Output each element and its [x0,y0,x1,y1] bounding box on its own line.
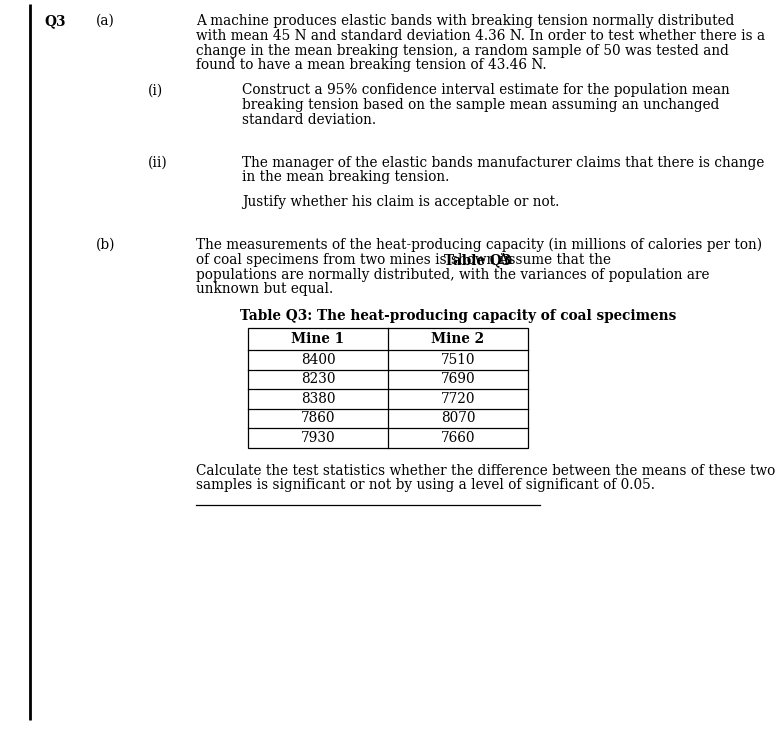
Text: A machine produces elastic bands with breaking tension normally distributed: A machine produces elastic bands with br… [196,14,735,28]
Text: The measurements of the heat-producing capacity (in millions of calories per ton: The measurements of the heat-producing c… [196,238,762,253]
Bar [248,328,528,447]
Text: samples is significant or not by using a level of significant of 0.05.: samples is significant or not by using a… [196,478,655,493]
Text: Mine 2: Mine 2 [432,332,484,346]
Text: (b): (b) [96,238,115,252]
Text: change in the mean breaking tension, a random sample of 50 was tested and: change in the mean breaking tension, a r… [196,44,728,58]
Text: (ii): (ii) [148,156,167,170]
Text: in the mean breaking tension.: in the mean breaking tension. [242,171,450,184]
Text: 7860: 7860 [301,411,336,425]
Text: Table Q3: The heat-producing capacity of coal specimens: Table Q3: The heat-producing capacity of… [240,309,676,324]
Text: . Assume that the: . Assume that the [490,253,611,266]
Text: 8230: 8230 [301,373,336,386]
Text: with mean 45 N and standard deviation 4.36 N. In order to test whether there is : with mean 45 N and standard deviation 4.… [196,29,765,42]
Text: Justify whether his claim is acceptable or not.: Justify whether his claim is acceptable … [242,195,560,209]
Text: 7720: 7720 [441,392,475,406]
Text: of coal specimens from two mines is shown in: of coal specimens from two mines is show… [196,253,517,266]
Text: 7510: 7510 [441,353,475,367]
Text: unknown but equal.: unknown but equal. [196,283,333,296]
Text: 8400: 8400 [301,353,336,367]
Text: 7660: 7660 [441,430,475,445]
Text: 7690: 7690 [441,373,475,386]
Text: (a): (a) [96,14,115,28]
Text: The manager of the elastic bands manufacturer claims that there is change: The manager of the elastic bands manufac… [242,156,764,170]
Text: standard deviation.: standard deviation. [242,113,376,127]
Text: 7930: 7930 [301,430,336,445]
Text: Table Q3: Table Q3 [444,253,512,266]
Text: Q3: Q3 [44,14,66,28]
Text: (i): (i) [148,83,164,97]
Text: breaking tension based on the sample mean assuming an unchanged: breaking tension based on the sample mea… [242,98,719,112]
Text: found to have a mean breaking tension of 43.46 N.: found to have a mean breaking tension of… [196,59,546,72]
Text: Construct a 95% confidence interval estimate for the population mean: Construct a 95% confidence interval esti… [242,83,730,97]
Text: Calculate the test statistics whether the difference between the means of these : Calculate the test statistics whether th… [196,463,775,477]
Text: Mine 1: Mine 1 [291,332,345,346]
Text: 8070: 8070 [441,411,475,425]
Text: populations are normally distributed, with the variances of population are: populations are normally distributed, wi… [196,268,709,282]
Text: 8380: 8380 [301,392,336,406]
